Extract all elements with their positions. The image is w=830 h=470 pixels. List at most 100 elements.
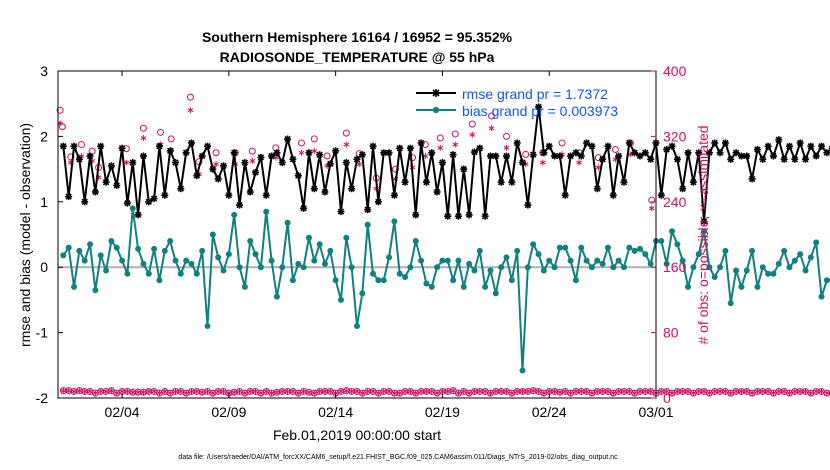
obs-assimilated-point <box>327 388 334 395</box>
rmse-point <box>150 195 158 203</box>
rmse-point <box>337 208 345 216</box>
obs-assimilated-point <box>450 387 456 394</box>
rmse-point <box>374 198 382 206</box>
obs-possible-point <box>77 141 85 149</box>
rmse-point <box>791 155 799 163</box>
rmse-point <box>556 152 564 160</box>
rmse-point <box>759 155 767 163</box>
obs-assimilated-point <box>765 388 771 395</box>
obs-assimilated-point <box>177 388 184 395</box>
bias-point <box>140 260 147 267</box>
rmse-point <box>177 185 185 193</box>
rmse-point <box>807 142 815 150</box>
obs-assimilated-point <box>295 390 302 397</box>
obs-assimilated-point <box>396 390 403 397</box>
obs-assimilated-point <box>642 388 649 395</box>
rmse-point <box>123 199 131 207</box>
rmse-point <box>257 153 265 161</box>
rmse-point <box>625 139 633 147</box>
bias-point <box>396 270 403 277</box>
obs-count-layer <box>56 93 830 397</box>
legend-rmse-label: rmse grand pr = 1.7372 <box>462 86 608 102</box>
bias-point <box>113 244 120 251</box>
obs-assimilated-point <box>348 388 355 395</box>
bias-point <box>588 264 595 271</box>
obs-possible-point <box>558 139 566 147</box>
bias-point <box>92 287 99 294</box>
obs-assimilated-point <box>818 388 825 395</box>
rmse-point <box>316 151 324 159</box>
obs-assimilated-point <box>711 388 718 395</box>
rmse-point <box>615 152 623 160</box>
obs-assimilated-point <box>391 390 398 397</box>
bias-point <box>332 277 339 284</box>
bias-point <box>65 244 72 251</box>
rmse-point <box>567 152 575 160</box>
bias-point <box>669 228 676 235</box>
rmse-point <box>727 155 735 163</box>
obs-assimilated-point <box>167 390 173 397</box>
rmse-point <box>631 149 639 157</box>
bias-point <box>327 247 334 254</box>
bias-point <box>289 277 296 284</box>
obs-assimilated-point <box>268 390 275 397</box>
rmse-point <box>503 152 510 160</box>
rmse-point <box>246 188 254 196</box>
obs-assimilated-point <box>551 388 558 395</box>
bias-point <box>444 257 451 264</box>
obs-assimilated-point <box>437 144 444 151</box>
obs-possible-point <box>828 390 830 396</box>
rmse-point <box>433 188 441 196</box>
obs-assimilated-point <box>706 390 713 397</box>
obs-assimilated-point <box>97 388 104 395</box>
obs-assimilated-point <box>733 388 739 395</box>
bias-point <box>295 260 302 267</box>
bias-point <box>135 245 142 252</box>
bias-point <box>300 264 307 271</box>
bias-point <box>535 251 542 258</box>
bias-point <box>460 283 467 290</box>
obs-assimilated-point <box>775 388 782 395</box>
bias-point <box>508 277 515 284</box>
bias-point <box>177 270 184 277</box>
obs-assimilated-point <box>108 387 115 394</box>
obs-possible-point <box>451 130 459 138</box>
obs-assimilated-point <box>701 388 707 395</box>
obs-assimilated-point <box>455 390 462 397</box>
y2-tick-label: 0 <box>663 390 671 406</box>
bias-point <box>193 270 200 277</box>
bias-point <box>695 251 702 258</box>
rmse-point <box>230 149 238 157</box>
bias-point <box>583 257 590 264</box>
obs-assimilated-point <box>354 388 360 395</box>
y-tick-label: -1 <box>36 325 49 341</box>
obs-assimilated-point <box>279 388 286 395</box>
bias-point <box>391 218 398 225</box>
chart-title: Southern Hemisphere 16164 / 16952 = 95.3… <box>202 29 513 45</box>
bias-point <box>124 270 131 277</box>
obs-assimilated-point <box>621 388 627 395</box>
x-axis-ticks: 02/04 02/09 02/14 02/19 02/24 03/01 <box>105 71 674 420</box>
rmse-point <box>59 142 67 150</box>
bias-point <box>412 238 419 245</box>
obs-assimilated-point <box>674 388 681 395</box>
rmse-point <box>673 155 681 163</box>
bias-point <box>487 267 494 274</box>
rmse-point <box>97 142 105 150</box>
rmse-point <box>823 149 830 157</box>
bias-point <box>685 283 692 290</box>
bias-point <box>450 277 457 284</box>
rmse-point <box>107 162 115 170</box>
bias-point <box>663 260 670 267</box>
rmse-point <box>641 149 649 157</box>
rmse-point <box>460 165 468 173</box>
rmse-point <box>769 152 777 160</box>
bias-point <box>156 277 163 284</box>
obs-assimilated-point <box>749 390 755 397</box>
bias-point <box>791 257 798 264</box>
obs-assimilated-point <box>247 388 254 395</box>
bias-point <box>492 290 499 297</box>
rmse-point <box>326 160 334 168</box>
rmse-point <box>620 178 628 186</box>
rmse-point <box>663 145 671 153</box>
